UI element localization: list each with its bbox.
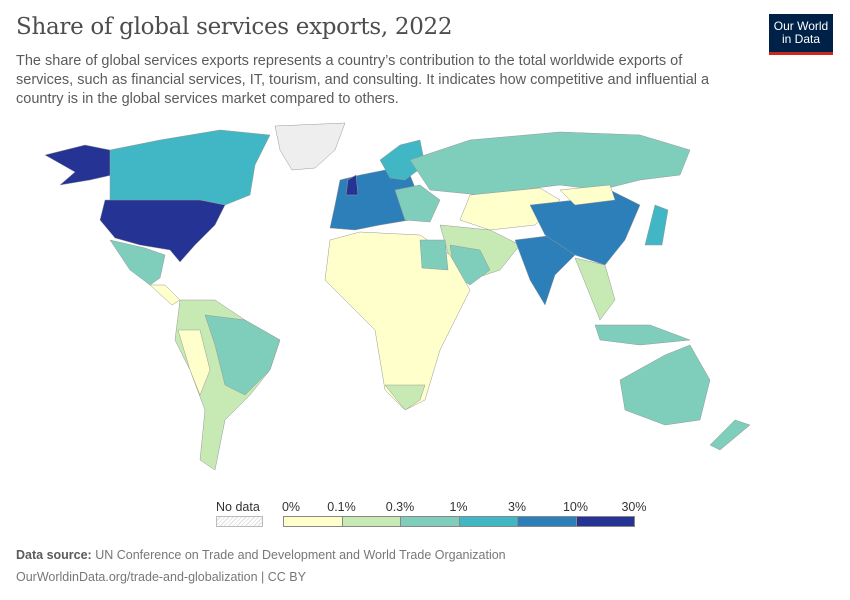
region-indonesia[interactable]	[594, 324, 691, 346]
region-eastern-europe[interactable]	[394, 184, 441, 223]
legend-tick-label: 10%	[562, 500, 589, 514]
logo-text: Our World in Data	[773, 19, 829, 46]
region-central-asia[interactable]	[459, 187, 561, 231]
legend-tick-label: 3%	[507, 500, 527, 514]
region-uk[interactable]	[345, 174, 359, 196]
legend-bin[interactable]	[283, 516, 343, 527]
legend-bin[interactable]	[458, 516, 518, 527]
region-mexico[interactable]	[109, 239, 166, 286]
legend-bin[interactable]	[517, 516, 577, 527]
legend-tick-label: 30%	[621, 500, 647, 514]
region-africa[interactable]	[324, 231, 471, 411]
region-alaska[interactable]	[44, 144, 113, 186]
owid-logo[interactable]: Our World in Data	[769, 14, 833, 55]
region-canada[interactable]	[109, 129, 271, 211]
legend-no-data-swatch	[216, 516, 263, 527]
source-text: UN Conference on Trade and Development a…	[95, 548, 506, 562]
region-greenland[interactable]	[274, 122, 346, 171]
chart-title: Share of global services exports, 2022	[16, 14, 453, 40]
region-brazil[interactable]	[204, 314, 281, 396]
legend-no-data-label: No data	[216, 500, 260, 514]
region-new-zealand[interactable]	[709, 419, 751, 451]
region-southeast-asia[interactable]	[574, 257, 616, 321]
region-andes[interactable]	[177, 329, 211, 396]
source-url[interactable]: OurWorldinData.org/trade-and-globalizati…	[16, 570, 306, 584]
region-japan[interactable]	[644, 204, 669, 246]
legend-bin[interactable]	[341, 516, 401, 527]
region-egypt[interactable]	[419, 239, 449, 271]
source-label: Data source:	[16, 548, 92, 562]
legend-tick-label: 0.3%	[385, 500, 415, 514]
region-central-america[interactable]	[149, 284, 181, 306]
color-legend: No data 0% 0.1% 0.3% 1% 3% 10% 30%	[0, 498, 850, 538]
data-source: Data source: UN Conference on Trade and …	[16, 548, 506, 562]
chart-subtitle: The share of global services exports rep…	[16, 53, 710, 107]
legend-bin[interactable]	[575, 516, 635, 527]
region-russia[interactable]	[409, 131, 691, 196]
legend-tick-label: 0.1%	[327, 500, 356, 514]
legend-tick-label: 0%	[281, 500, 301, 514]
region-australia[interactable]	[619, 344, 711, 426]
world-map[interactable]	[0, 118, 850, 498]
region-usa[interactable]	[99, 199, 226, 263]
legend-tick-label: 1%	[449, 500, 468, 514]
region-south-africa[interactable]	[384, 384, 426, 411]
legend-bin[interactable]	[400, 516, 460, 527]
region-mongolia[interactable]	[559, 184, 616, 206]
